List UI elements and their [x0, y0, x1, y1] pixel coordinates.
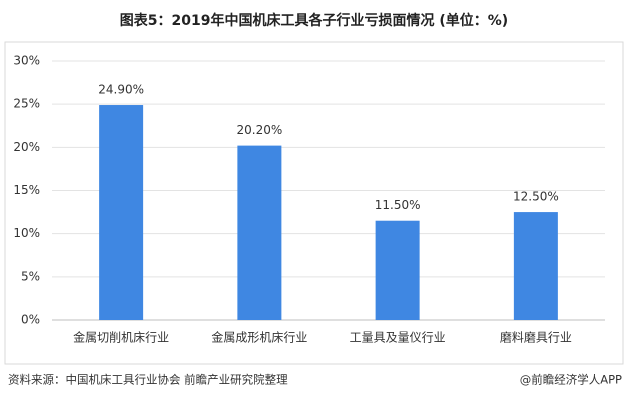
y-tick-label: 30% [13, 54, 40, 68]
x-tick-label: 磨料磨具行业 [500, 331, 572, 345]
bar [237, 145, 282, 320]
value-label: 12.50% [513, 190, 559, 204]
bar [99, 105, 144, 320]
source-note: 资料来源：中国机床工具行业协会 前瞻产业研究院整理 [8, 373, 288, 387]
y-tick-label: 10% [13, 226, 40, 240]
y-tick-label: 20% [13, 140, 40, 154]
value-label: 11.50% [375, 198, 421, 212]
y-tick-label: 25% [13, 97, 40, 111]
value-label: 20.20% [236, 123, 282, 137]
chart-border [4, 41, 624, 365]
y-tick-label: 0% [21, 313, 40, 327]
bar [513, 212, 558, 320]
x-tick-label: 金属切削机床行业 [73, 330, 169, 345]
chart-title: 图表5：2019年中国机床工具各子行业亏损面情况 (单位：%) [120, 12, 508, 29]
value-label: 24.90% [98, 83, 144, 97]
x-tick-label: 工量具及量仪行业 [350, 331, 446, 345]
y-tick-label: 5% [21, 269, 40, 283]
y-tick-label: 15% [13, 183, 40, 197]
x-tick-label: 金属成形机床行业 [211, 330, 307, 345]
bar [375, 220, 420, 320]
brand: @前瞻经济学人APP [520, 373, 622, 387]
